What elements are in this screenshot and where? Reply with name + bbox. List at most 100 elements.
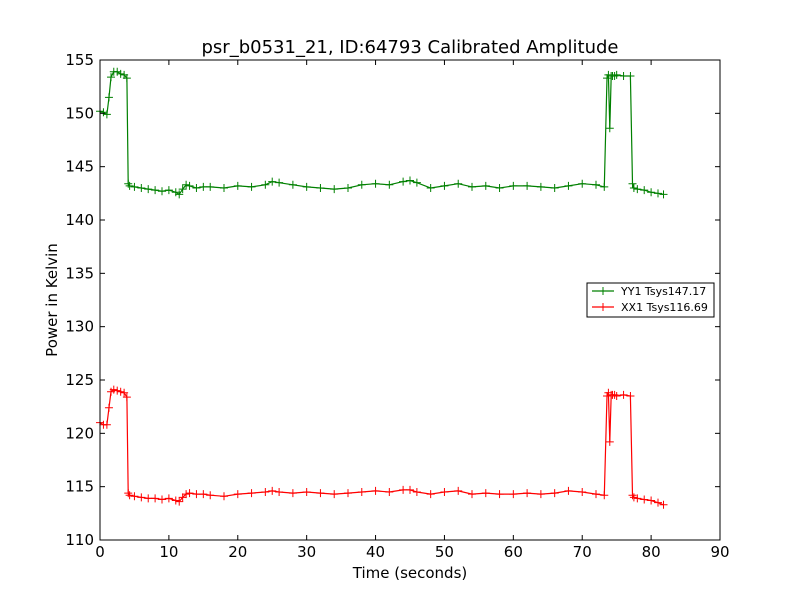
data-point bbox=[412, 488, 421, 496]
data-point bbox=[185, 489, 194, 498]
data-point bbox=[633, 185, 642, 194]
data-point bbox=[654, 498, 662, 507]
series-0 bbox=[96, 67, 668, 199]
x-tick-label: 60 bbox=[504, 543, 523, 561]
data-point bbox=[192, 490, 201, 499]
data-point bbox=[116, 69, 125, 78]
y-tick-label: 125 bbox=[65, 371, 94, 389]
data-point bbox=[175, 497, 184, 506]
data-point bbox=[592, 490, 600, 499]
data-point bbox=[158, 187, 166, 196]
ticks-layer: 0 10 20 30 40 50 60 70 80 90 110 115 120 125 130 135 140… bbox=[65, 51, 729, 561]
data-point bbox=[371, 179, 380, 188]
y-tick-label: 140 bbox=[65, 211, 94, 229]
data-point bbox=[125, 181, 134, 190]
data-point bbox=[144, 494, 153, 503]
data-point bbox=[468, 182, 476, 191]
data-point bbox=[523, 489, 532, 498]
y-tick-label: 135 bbox=[65, 264, 94, 282]
x-tick-label: 90 bbox=[710, 543, 729, 561]
data-point bbox=[659, 500, 668, 509]
data-point bbox=[261, 180, 270, 189]
data-point bbox=[600, 182, 609, 191]
data-point bbox=[151, 494, 160, 503]
data-point bbox=[550, 184, 559, 192]
data-point bbox=[564, 181, 573, 190]
data-point bbox=[628, 491, 637, 500]
data-point bbox=[102, 110, 111, 119]
data-point bbox=[116, 387, 125, 396]
data-point bbox=[626, 72, 635, 80]
y-tick-label: 145 bbox=[65, 158, 94, 176]
data-point bbox=[137, 184, 146, 192]
chart-title: psr_b0531_21, ID:64793 Calibrated Amplit… bbox=[202, 37, 619, 58]
data-point bbox=[440, 181, 449, 190]
data-point bbox=[628, 179, 637, 188]
data-point bbox=[610, 390, 619, 399]
data-point bbox=[399, 177, 408, 186]
data-point bbox=[199, 490, 208, 499]
data-point bbox=[330, 185, 339, 194]
data-point bbox=[426, 184, 435, 192]
data-point bbox=[206, 491, 215, 500]
data-point bbox=[178, 493, 187, 502]
data-point bbox=[440, 488, 449, 496]
data-point bbox=[564, 486, 573, 495]
data-point bbox=[192, 184, 201, 192]
data-point bbox=[454, 486, 463, 495]
y-tick-label: 110 bbox=[65, 531, 94, 549]
x-tick-label: 50 bbox=[435, 543, 454, 561]
data-point bbox=[113, 67, 122, 76]
y-axis-title: Power in Kelvin bbox=[43, 243, 61, 357]
data-point bbox=[550, 489, 559, 498]
data-point bbox=[288, 180, 297, 189]
data-point bbox=[302, 182, 311, 191]
data-point bbox=[640, 186, 649, 195]
data-point bbox=[629, 493, 638, 502]
data-point bbox=[412, 178, 421, 187]
x-tick-label: 80 bbox=[642, 543, 661, 561]
y-tick-label: 120 bbox=[65, 424, 94, 442]
data-point bbox=[612, 392, 621, 400]
data-point bbox=[124, 489, 133, 498]
data-point bbox=[316, 184, 325, 192]
x-tick-label: 40 bbox=[366, 543, 385, 561]
data-point bbox=[268, 177, 277, 186]
data-point bbox=[130, 492, 139, 501]
data-point bbox=[344, 184, 352, 192]
data-point bbox=[633, 494, 642, 503]
x-tick-label: 30 bbox=[297, 543, 316, 561]
data-point bbox=[647, 188, 656, 197]
data-point bbox=[640, 495, 649, 504]
data-point bbox=[268, 486, 277, 495]
data-point bbox=[330, 490, 339, 499]
data-point bbox=[654, 189, 662, 198]
x-tick-label: 0 bbox=[95, 543, 105, 561]
axes-frame bbox=[99, 59, 721, 541]
data-point bbox=[158, 495, 166, 504]
data-point bbox=[288, 489, 297, 498]
data-point bbox=[220, 492, 228, 501]
data-point bbox=[233, 490, 242, 499]
y-tick-label: 115 bbox=[65, 478, 94, 496]
data-point bbox=[619, 390, 628, 399]
data-point bbox=[120, 388, 129, 397]
data-point bbox=[399, 485, 408, 494]
data-point bbox=[605, 437, 614, 446]
data-point bbox=[302, 488, 311, 496]
data-point bbox=[113, 386, 122, 395]
data-point bbox=[610, 72, 619, 80]
data-point bbox=[578, 488, 587, 496]
y-tick-label: 150 bbox=[65, 104, 94, 122]
y-tick-label: 130 bbox=[65, 318, 94, 336]
x-tick-label: 10 bbox=[159, 543, 178, 561]
data-point bbox=[481, 489, 490, 498]
data-point bbox=[130, 182, 139, 191]
data-point bbox=[426, 490, 435, 499]
data-point bbox=[178, 185, 187, 194]
data-point bbox=[600, 491, 609, 500]
data-point bbox=[495, 184, 504, 192]
data-point bbox=[107, 73, 116, 82]
data-point bbox=[619, 72, 628, 80]
